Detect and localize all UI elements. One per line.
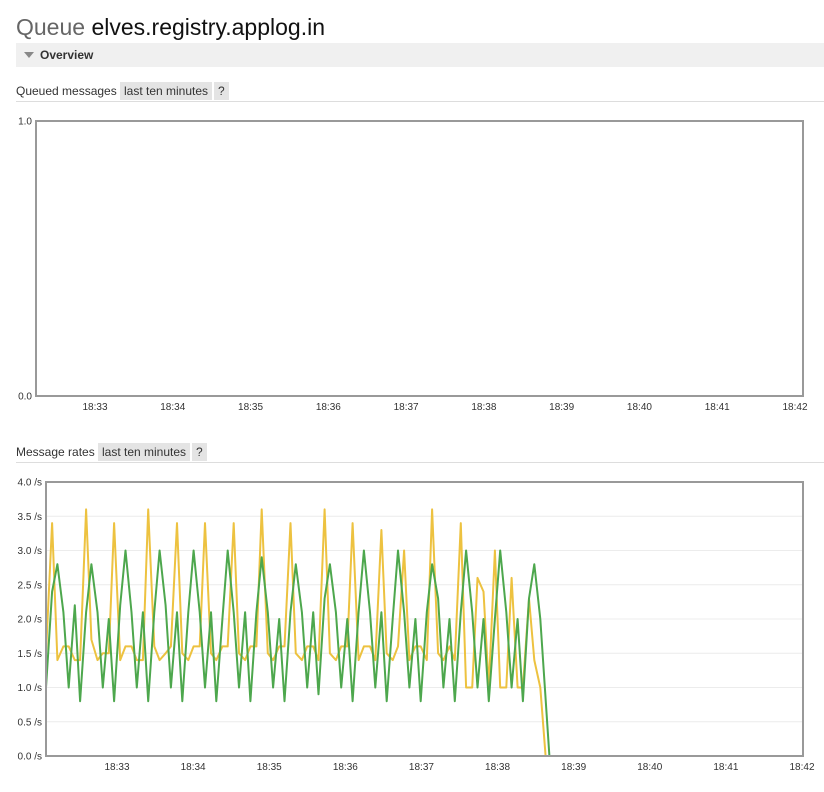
- page-title: Queue elves.registry.applog.in: [16, 14, 325, 41]
- y-tick-label: 0.0: [18, 392, 32, 403]
- page-title-kind: Queue: [16, 14, 86, 40]
- x-tick-label: 18:39: [561, 762, 586, 773]
- triangle-down-icon: [24, 52, 34, 58]
- page-title-queue-name: elves.registry.applog.in: [91, 14, 325, 40]
- y-tick-label: 0.5 /s: [18, 717, 42, 728]
- x-tick-label: 18:40: [627, 402, 652, 413]
- series-line-1: [45, 549, 803, 757]
- x-tick-label: 18:34: [181, 762, 206, 773]
- message-rates-title: Message rates: [16, 445, 95, 459]
- x-tick-label: 18:37: [409, 762, 434, 773]
- queued-messages-title: Queued messages: [16, 84, 117, 98]
- queued-messages-range-button[interactable]: last ten minutes: [120, 82, 213, 100]
- y-tick-label: 1.5 /s: [18, 649, 42, 660]
- x-tick-label: 18:37: [394, 402, 419, 413]
- x-tick-label: 18:42: [782, 402, 807, 413]
- x-tick-label: 18:41: [713, 762, 738, 773]
- y-tick-label: 0.0 /s: [18, 752, 42, 763]
- queued-messages-chart: 0.0 1.0 18:33 18:34 18:35 18:36 18:37 18:38 18:3…: [18, 117, 808, 414]
- x-tick-label: 18:39: [549, 402, 574, 413]
- x-tick-label: 18:34: [160, 402, 185, 413]
- x-tick-label: 18:42: [789, 762, 814, 773]
- x-tick-label: 18:35: [238, 402, 263, 413]
- message-rates-chart: 0.0 /s 0.5 /s 1.0 /s 1.5 /s 2.0 /s 2.5 /s 3.0 …: [18, 478, 815, 774]
- plot-frame: [45, 481, 804, 757]
- y-tick-label: 1.0 /s: [18, 683, 42, 694]
- x-tick-label: 18:36: [316, 402, 341, 413]
- x-tick-label: 18:38: [485, 762, 510, 773]
- message-rates-header: Message rates last ten minutes ?: [16, 443, 824, 463]
- x-tick-label: 18:40: [637, 762, 662, 773]
- x-tick-label: 18:38: [471, 402, 496, 413]
- x-tick-label: 18:33: [104, 762, 129, 773]
- queued-messages-header: Queued messages last ten minutes ?: [16, 82, 824, 102]
- overview-label: Overview: [40, 48, 94, 62]
- x-tick-label: 18:35: [257, 762, 282, 773]
- y-tick-label: 2.5 /s: [18, 580, 42, 591]
- y-tick-label: 1.0: [18, 117, 32, 128]
- plot-frame: [35, 120, 804, 397]
- message-rates-help-button[interactable]: ?: [192, 443, 207, 461]
- y-tick-label: 3.0 /s: [18, 546, 42, 557]
- y-tick-label: 2.0 /s: [18, 615, 42, 626]
- overview-section-toggle[interactable]: Overview: [16, 43, 824, 67]
- message-rates-range-button[interactable]: last ten minutes: [98, 443, 191, 461]
- x-tick-label: 18:41: [705, 402, 730, 413]
- x-tick-label: 18:33: [82, 402, 107, 413]
- y-tick-label: 4.0 /s: [18, 478, 42, 489]
- queued-messages-help-button[interactable]: ?: [214, 82, 229, 100]
- y-tick-label: 3.5 /s: [18, 512, 42, 523]
- x-tick-label: 18:36: [333, 762, 358, 773]
- series-line-0: [45, 508, 803, 757]
